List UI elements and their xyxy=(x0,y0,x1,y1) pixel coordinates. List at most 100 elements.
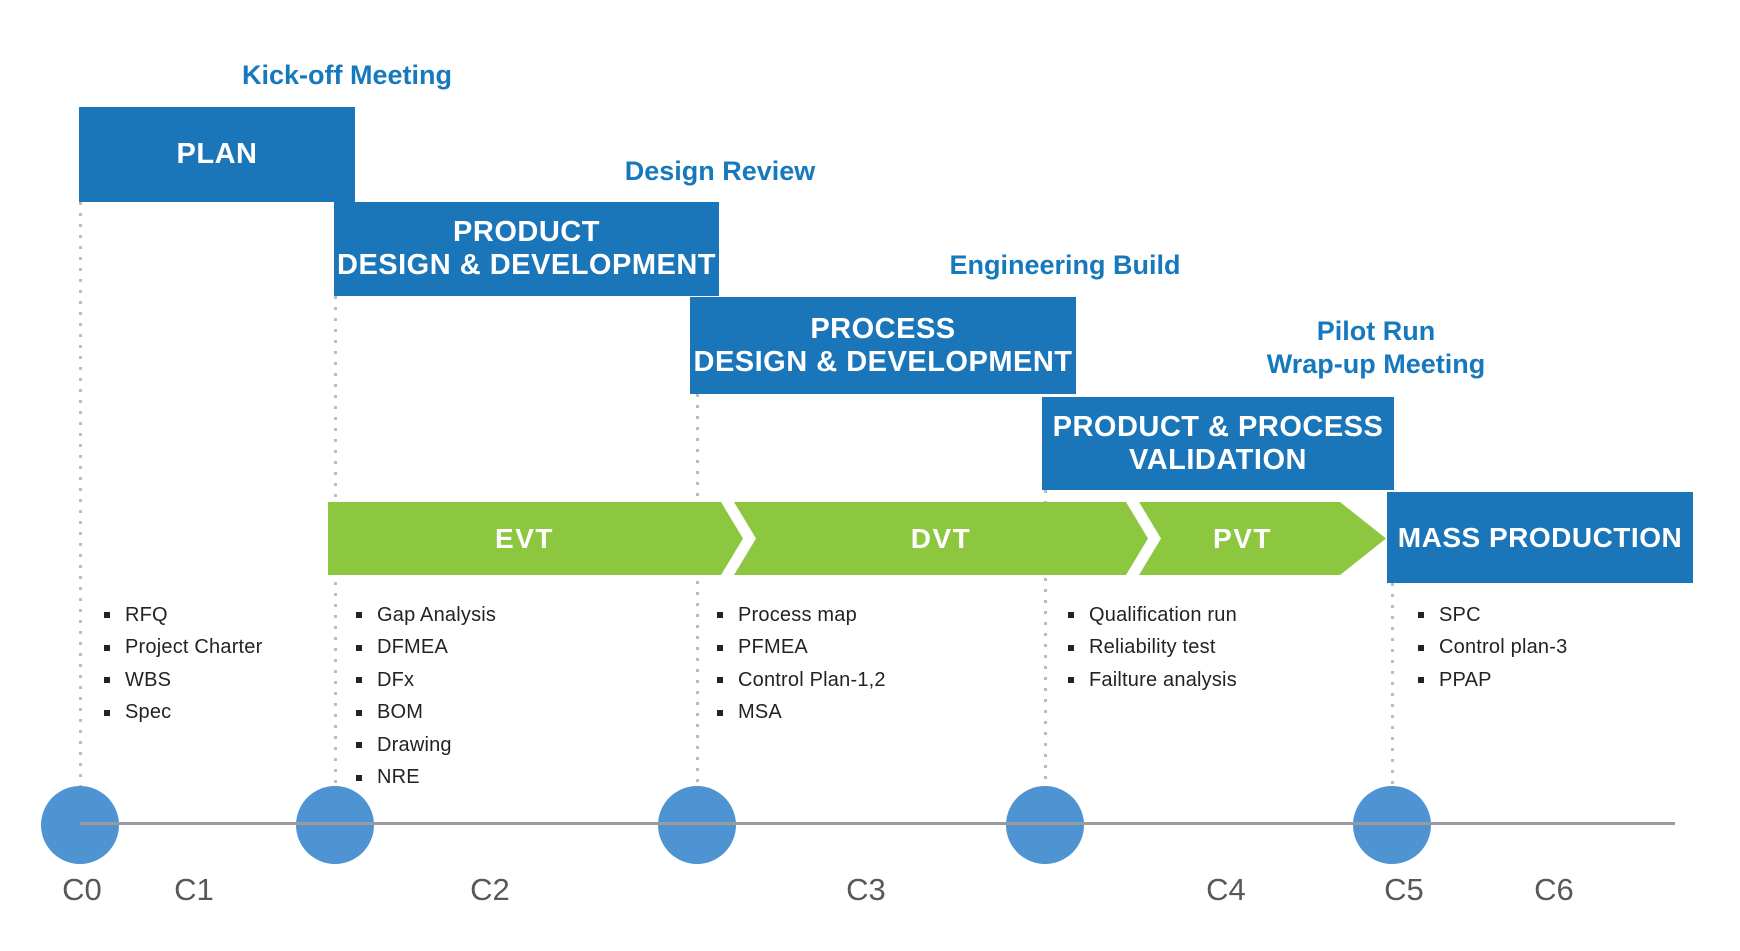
list-item: Control plan-3 xyxy=(1418,632,1567,665)
gate-label-c5: C5 xyxy=(1364,872,1444,908)
list-item: Failture analysis xyxy=(1068,664,1237,697)
phase-title-line2: DESIGN & DEVELOPMENT xyxy=(337,249,716,281)
stage-label: DVT xyxy=(910,522,972,554)
gate-circle-c2 xyxy=(296,786,374,864)
bullet-icon xyxy=(104,709,110,716)
bullet-icon xyxy=(356,742,362,749)
stage-arrow-evt: EVT xyxy=(328,502,743,575)
deliverable-text: PPAP xyxy=(1439,668,1492,691)
list-item: SPC xyxy=(1418,599,1567,632)
deliverable-text: RFQ xyxy=(125,603,168,626)
milestone-design-review: Design Review xyxy=(550,155,890,188)
bullet-icon xyxy=(104,644,110,651)
deliverable-text: Reliability test xyxy=(1089,636,1216,659)
bullet-icon xyxy=(1418,644,1424,651)
list-item: Project Charter xyxy=(104,632,263,665)
list-item: Drawing xyxy=(356,729,496,762)
milestone-label: Engineering Build xyxy=(949,250,1181,280)
gate-label-c2: C2 xyxy=(450,872,530,908)
list-item: PPAP xyxy=(1418,664,1567,697)
gate-text: C3 xyxy=(846,872,886,907)
bullet-icon xyxy=(356,677,362,684)
bullet-icon xyxy=(1068,612,1074,619)
bullet-icon xyxy=(104,677,110,684)
deliverable-text: Control plan-3 xyxy=(1439,636,1568,659)
bullet-icon xyxy=(717,644,723,651)
phase-box-product-design-development: PRODUCT DESIGN & DEVELOPMENT xyxy=(334,202,719,296)
deliverables-product-design: Gap Analysis DFMEA DFx BOM Drawing NRE xyxy=(356,599,496,794)
dropline-c5 xyxy=(1391,583,1394,792)
deliverable-text: MSA xyxy=(738,701,782,724)
gate-circle-c4 xyxy=(1006,786,1084,864)
gate-text: C4 xyxy=(1206,872,1246,907)
list-item: DFx xyxy=(356,664,496,697)
deliverable-text: Process map xyxy=(738,603,857,626)
phase-box-process-design-development: PROCESS DESIGN & DEVELOPMENT xyxy=(690,297,1076,394)
stage-label: EVT xyxy=(495,522,554,554)
gate-text: C1 xyxy=(174,872,214,907)
deliverable-text: Failture analysis xyxy=(1089,668,1237,691)
list-item: Spec xyxy=(104,697,263,730)
phase-title: MASS PRODUCTION xyxy=(1397,522,1683,553)
deliverable-text: Qualification run xyxy=(1089,603,1237,626)
list-item: WBS xyxy=(104,664,263,697)
deliverable-text: Gap Analysis xyxy=(377,603,497,626)
gate-text: C5 xyxy=(1384,872,1424,907)
gate-label-c0: C0 xyxy=(42,872,122,908)
deliverables-plan: RFQ Project Charter WBS Spec xyxy=(104,599,263,729)
bullet-icon xyxy=(356,644,362,651)
list-item: RFQ xyxy=(104,599,263,632)
gate-text: C2 xyxy=(470,872,510,907)
gate-text: C0 xyxy=(62,872,102,907)
milestone-label: Design Review xyxy=(624,156,816,186)
deliverable-text: BOM xyxy=(377,701,424,724)
deliverables-validation: Qualification run Reliability test Failt… xyxy=(1068,599,1237,697)
list-item: Control Plan-1,2 xyxy=(717,664,886,697)
milestone-kickoff-meeting: Kick-off Meeting xyxy=(177,59,517,92)
list-item: Qualification run xyxy=(1068,599,1237,632)
bullet-icon xyxy=(104,612,110,619)
gate-circle-c0 xyxy=(41,786,119,864)
gate-text: C6 xyxy=(1534,872,1574,907)
phase-box-plan: PLAN xyxy=(79,107,355,202)
list-item: PFMEA xyxy=(717,632,886,665)
gate-label-c1: C1 xyxy=(154,872,234,908)
milestone-label: Kick-off Meeting xyxy=(241,60,452,90)
deliverables-process-design: Process map PFMEA Control Plan-1,2 MSA xyxy=(717,599,886,729)
deliverable-text: DFMEA xyxy=(377,636,448,659)
bullet-icon xyxy=(717,709,723,716)
gate-circle-c5 xyxy=(1353,786,1431,864)
deliverable-text: Drawing xyxy=(377,733,452,756)
milestone-engineering-build: Engineering Build xyxy=(895,249,1235,282)
stage-arrow-dvt: DVT xyxy=(734,502,1148,575)
dropline-c0 xyxy=(79,202,82,792)
phase-title-line1: PROCESS xyxy=(810,312,956,345)
stage-arrow-pvt: PVT xyxy=(1139,502,1386,575)
list-item: BOM xyxy=(356,697,496,730)
phase-box-mass-production: MASS PRODUCTION xyxy=(1387,492,1693,583)
bullet-icon xyxy=(356,709,362,716)
list-item: Gap Analysis xyxy=(356,599,496,632)
phase-title-line1: PRODUCT & PROCESS xyxy=(1052,410,1384,443)
phase-box-product-process-validation: PRODUCT & PROCESS VALIDATION xyxy=(1042,397,1394,490)
deliverable-text: SPC xyxy=(1439,603,1481,626)
dropline-c3 xyxy=(696,394,699,792)
phase-title-line2: VALIDATION xyxy=(1129,443,1307,476)
milestone-label-line1: Pilot Run xyxy=(1316,316,1436,346)
deliverable-text: Project Charter xyxy=(125,636,263,659)
milestone-label-line2: Wrap-up Meeting xyxy=(1266,349,1486,379)
bullet-icon xyxy=(1068,644,1074,651)
list-item: DFMEA xyxy=(356,632,496,665)
gate-label-c6: C6 xyxy=(1514,872,1594,908)
milestone-pilot-run-wrapup: Pilot Run Wrap-up Meeting xyxy=(1206,315,1546,381)
bullet-icon xyxy=(717,612,723,619)
deliverable-text: PFMEA xyxy=(738,636,808,659)
deliverable-text: Spec xyxy=(125,701,172,724)
bullet-icon xyxy=(1418,677,1424,684)
timeline-line xyxy=(80,822,1675,825)
list-item: NRE xyxy=(356,762,496,795)
phase-title: PLAN xyxy=(176,138,258,170)
bullet-icon xyxy=(356,774,362,781)
bullet-icon xyxy=(1418,612,1424,619)
